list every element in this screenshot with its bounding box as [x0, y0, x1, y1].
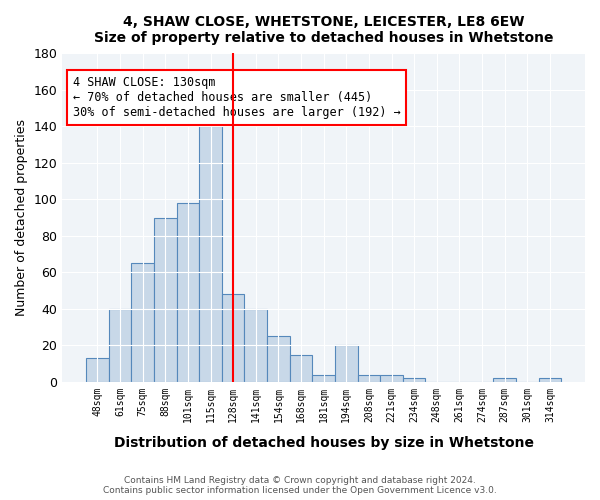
Bar	[176, 203, 199, 382]
Bar	[358, 374, 380, 382]
Bar	[290, 354, 313, 382]
Bar	[403, 378, 425, 382]
Bar	[539, 378, 561, 382]
Bar	[86, 358, 109, 382]
Bar	[267, 336, 290, 382]
Text: Contains HM Land Registry data © Crown copyright and database right 2024.
Contai: Contains HM Land Registry data © Crown c…	[103, 476, 497, 495]
Bar	[244, 309, 267, 382]
Bar	[335, 346, 358, 382]
Bar	[154, 218, 176, 382]
Text: 4 SHAW CLOSE: 130sqm
← 70% of detached houses are smaller (445)
30% of semi-deta: 4 SHAW CLOSE: 130sqm ← 70% of detached h…	[73, 76, 400, 120]
Bar	[199, 126, 222, 382]
Y-axis label: Number of detached properties: Number of detached properties	[15, 119, 28, 316]
Bar	[109, 309, 131, 382]
Bar	[493, 378, 516, 382]
Bar	[313, 374, 335, 382]
Bar	[131, 264, 154, 382]
Title: 4, SHAW CLOSE, WHETSTONE, LEICESTER, LE8 6EW
Size of property relative to detach: 4, SHAW CLOSE, WHETSTONE, LEICESTER, LE8…	[94, 15, 553, 45]
X-axis label: Distribution of detached houses by size in Whetstone: Distribution of detached houses by size …	[113, 436, 533, 450]
Bar	[380, 374, 403, 382]
Bar	[222, 294, 244, 382]
